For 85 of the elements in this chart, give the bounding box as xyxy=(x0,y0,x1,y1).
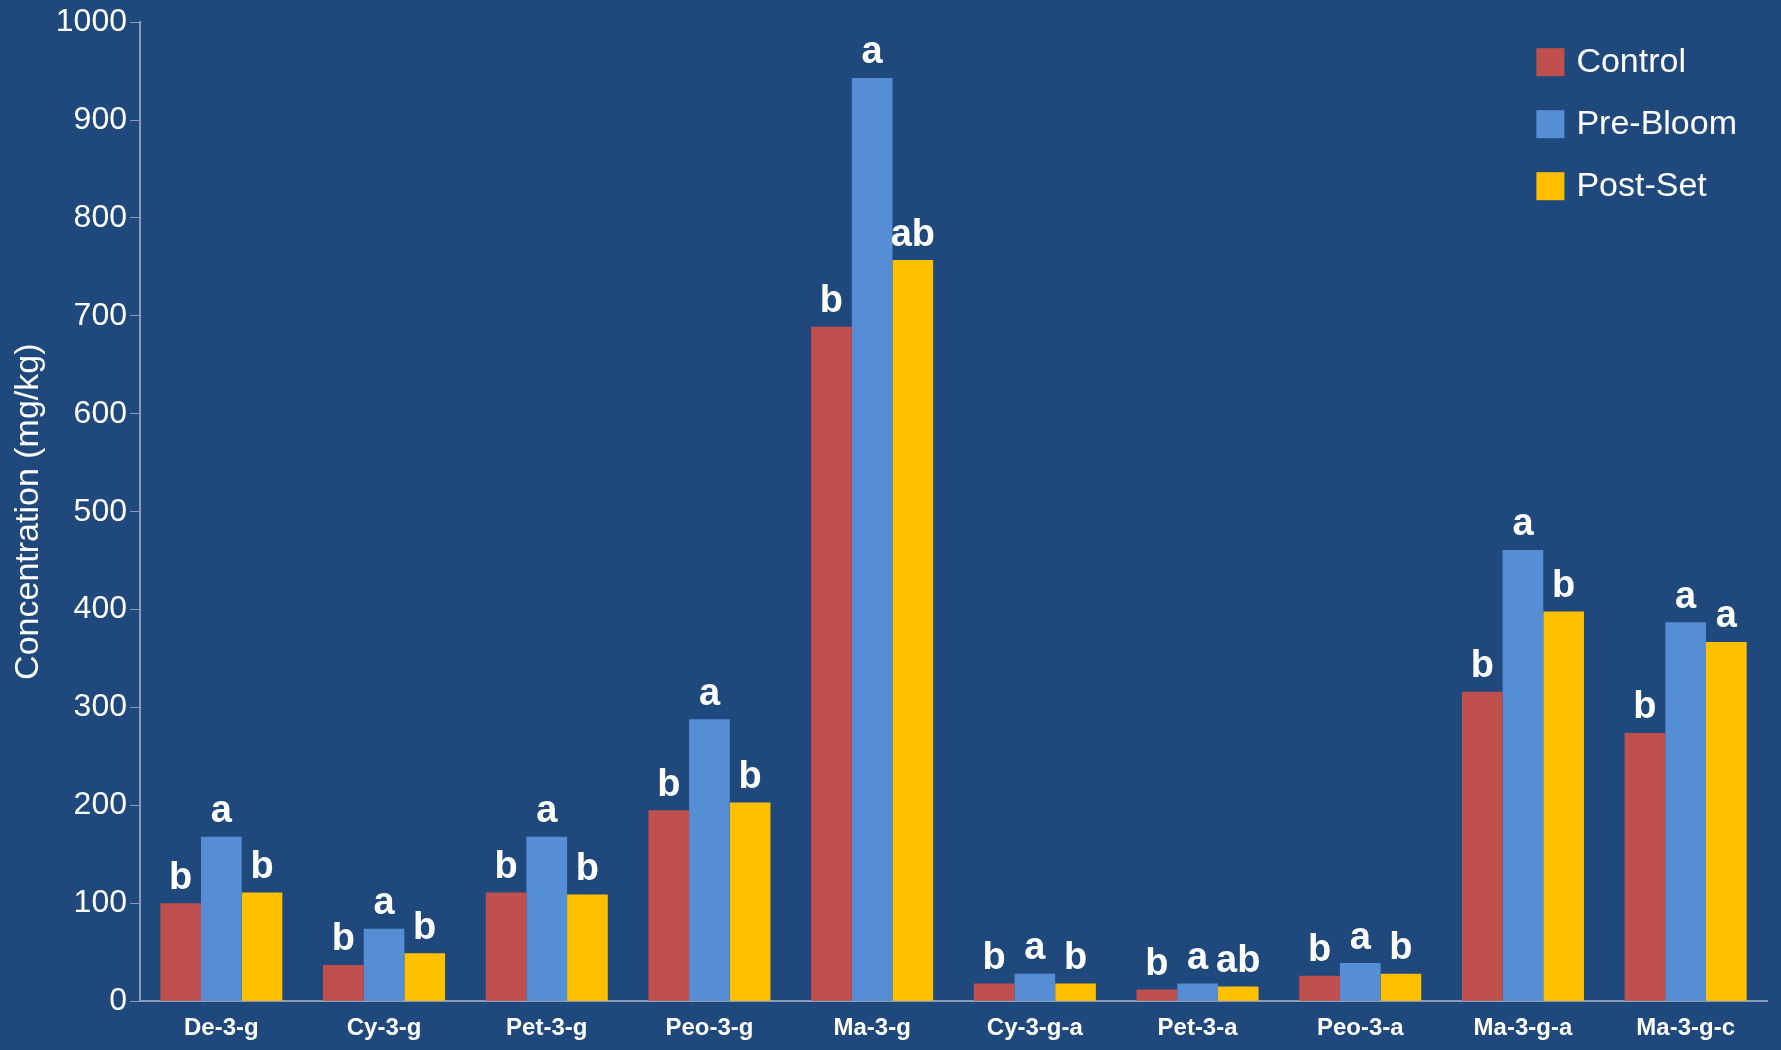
data-label: b xyxy=(575,845,600,888)
data-label: a xyxy=(1715,593,1738,636)
y-tick-label: 600 xyxy=(73,393,127,430)
y-tick-label: 400 xyxy=(73,589,127,626)
bar xyxy=(811,326,852,1001)
y-axis-title: Concentration (mg/kg) xyxy=(6,343,45,680)
data-label: b xyxy=(331,916,355,959)
y-tick-label: 500 xyxy=(73,491,127,528)
bar xyxy=(689,719,730,1001)
x-tick-label: Cy-3-g xyxy=(346,1013,422,1041)
bar xyxy=(1461,691,1503,1001)
data-label: b xyxy=(1389,925,1413,968)
data-label: b xyxy=(250,844,274,887)
data-label: a xyxy=(861,29,884,72)
bar xyxy=(1055,983,1096,1001)
y-tick-label: 300 xyxy=(73,687,127,724)
bar xyxy=(1177,983,1218,1001)
bar xyxy=(1014,973,1056,1001)
bar xyxy=(729,802,771,1001)
legend-label: Post-Set xyxy=(1576,164,1708,203)
legend-label: Pre-Bloom xyxy=(1576,102,1738,141)
bar xyxy=(160,903,201,1001)
data-label: b xyxy=(1307,927,1332,970)
bar xyxy=(241,892,283,1001)
data-label: b xyxy=(1470,643,1494,686)
data-label: a xyxy=(1512,501,1535,544)
data-label: a xyxy=(1024,925,1047,968)
data-label: b xyxy=(413,904,437,947)
bar xyxy=(648,810,690,1001)
bar xyxy=(1299,975,1340,1001)
x-tick-label: Pet-3-a xyxy=(1157,1013,1239,1041)
y-tick-label: 900 xyxy=(73,99,127,136)
x-tick-label: Peo-3-g xyxy=(665,1013,754,1041)
x-tick-label: Ma-3-g-a xyxy=(1473,1013,1573,1041)
data-label: a xyxy=(373,880,396,923)
bar xyxy=(851,78,893,1001)
bar xyxy=(526,836,568,1001)
x-tick-label: Cy-3-g-a xyxy=(986,1013,1084,1041)
y-tick-label: 200 xyxy=(73,785,127,822)
data-label: a xyxy=(1349,914,1372,957)
data-label: b xyxy=(738,753,762,796)
bar xyxy=(567,894,608,1001)
bar xyxy=(1665,622,1706,1001)
data-label: b xyxy=(1063,935,1088,978)
data-label: b xyxy=(819,278,844,321)
data-label: b xyxy=(657,761,681,804)
legend-label: Control xyxy=(1576,40,1687,79)
x-tick-label: De-3-g xyxy=(184,1013,259,1041)
x-tick-label: Ma-3-g-c xyxy=(1636,1013,1735,1041)
data-label: b xyxy=(1145,940,1169,983)
bar xyxy=(1624,732,1666,1001)
data-label: b xyxy=(169,854,193,897)
data-label: ab xyxy=(1216,938,1261,980)
bar xyxy=(485,892,527,1001)
x-tick-label: Ma-3-g xyxy=(833,1013,911,1041)
data-label: a xyxy=(1675,573,1698,616)
y-tick-label: 800 xyxy=(73,197,127,234)
data-label: ab xyxy=(890,211,935,254)
y-tick-label: 0 xyxy=(109,981,127,1018)
x-tick-label: Pet-3-g xyxy=(506,1013,588,1041)
data-label: b xyxy=(1552,563,1576,606)
x-tick-label: Peo-3-a xyxy=(1316,1013,1405,1041)
bar xyxy=(323,964,364,1001)
bar xyxy=(404,953,446,1001)
bar xyxy=(1217,986,1259,1001)
bar xyxy=(1705,641,1747,1001)
y-tick-label: 700 xyxy=(73,295,127,332)
data-label: b xyxy=(1633,684,1657,727)
data-label: a xyxy=(536,788,559,831)
data-label: a xyxy=(210,788,233,831)
bar xyxy=(892,260,934,1001)
bar xyxy=(1502,549,1544,1001)
data-label: a xyxy=(1186,935,1209,978)
bar xyxy=(363,928,405,1001)
y-tick-label: 1000 xyxy=(55,2,127,39)
data-label: b xyxy=(982,935,1006,978)
y-tick-label: 100 xyxy=(73,883,127,920)
bar xyxy=(973,983,1015,1001)
data-label: b xyxy=(494,844,518,887)
bar xyxy=(1136,989,1178,1001)
bar xyxy=(1380,973,1422,1001)
bar xyxy=(1543,611,1584,1001)
data-label: a xyxy=(698,670,721,713)
bar xyxy=(1339,963,1381,1001)
bar xyxy=(201,836,242,1001)
